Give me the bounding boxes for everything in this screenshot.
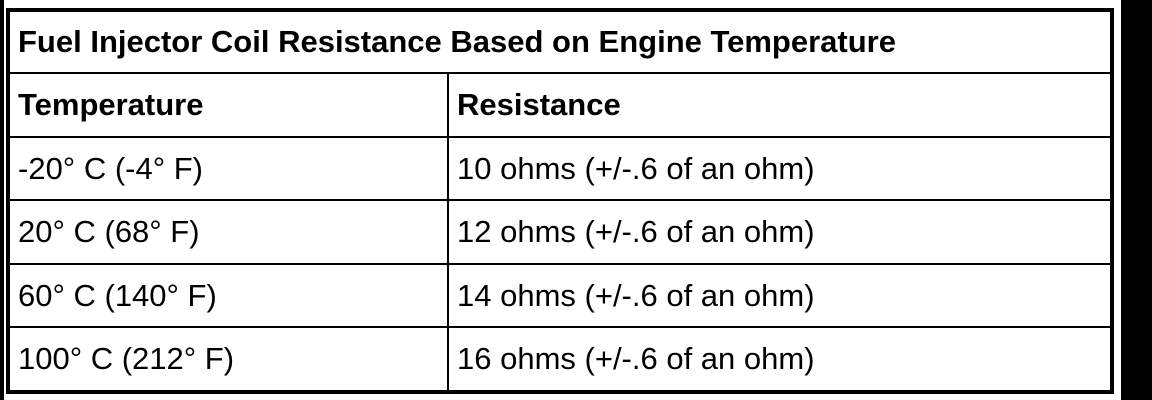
cell: 16 ohms (+/-.6 of an ohm) [447,326,1113,393]
cell: -20° C (-4° F) [7,135,449,202]
cell: 60° C (140° F) [7,262,449,329]
cell: 14 ohms (+/-.6 of an ohm) [447,262,1113,329]
column-header: Temperature [7,72,449,138]
table-title: Fuel Injector Coil Resistance Based on E… [7,8,1113,75]
column-header: Resistance [447,72,1113,138]
table-row: 100° C (212° F) 16 ohms (+/-.6 of an ohm… [7,326,1113,393]
resistance-table: Fuel Injector Coil Resistance Based on E… [6,8,1114,394]
header-row: Temperature Resistance [7,72,1113,138]
border-strip [0,0,4,400]
cell: 20° C (68° F) [7,199,449,265]
cell: 12 ohms (+/-.6 of an ohm) [447,199,1113,265]
cell: 10 ohms (+/-.6 of an ohm) [447,135,1113,202]
title-row: Fuel Injector Coil Resistance Based on E… [7,8,1113,75]
cell: 100° C (212° F) [7,326,449,393]
table-row: 20° C (68° F) 12 ohms (+/-.6 of an ohm) [7,199,1113,265]
table-row: -20° C (-4° F) 10 ohms (+/-.6 of an ohm) [7,135,1113,202]
table-row: 60° C (140° F) 14 ohms (+/-.6 of an ohm) [7,262,1113,329]
border-strip [1121,0,1152,400]
